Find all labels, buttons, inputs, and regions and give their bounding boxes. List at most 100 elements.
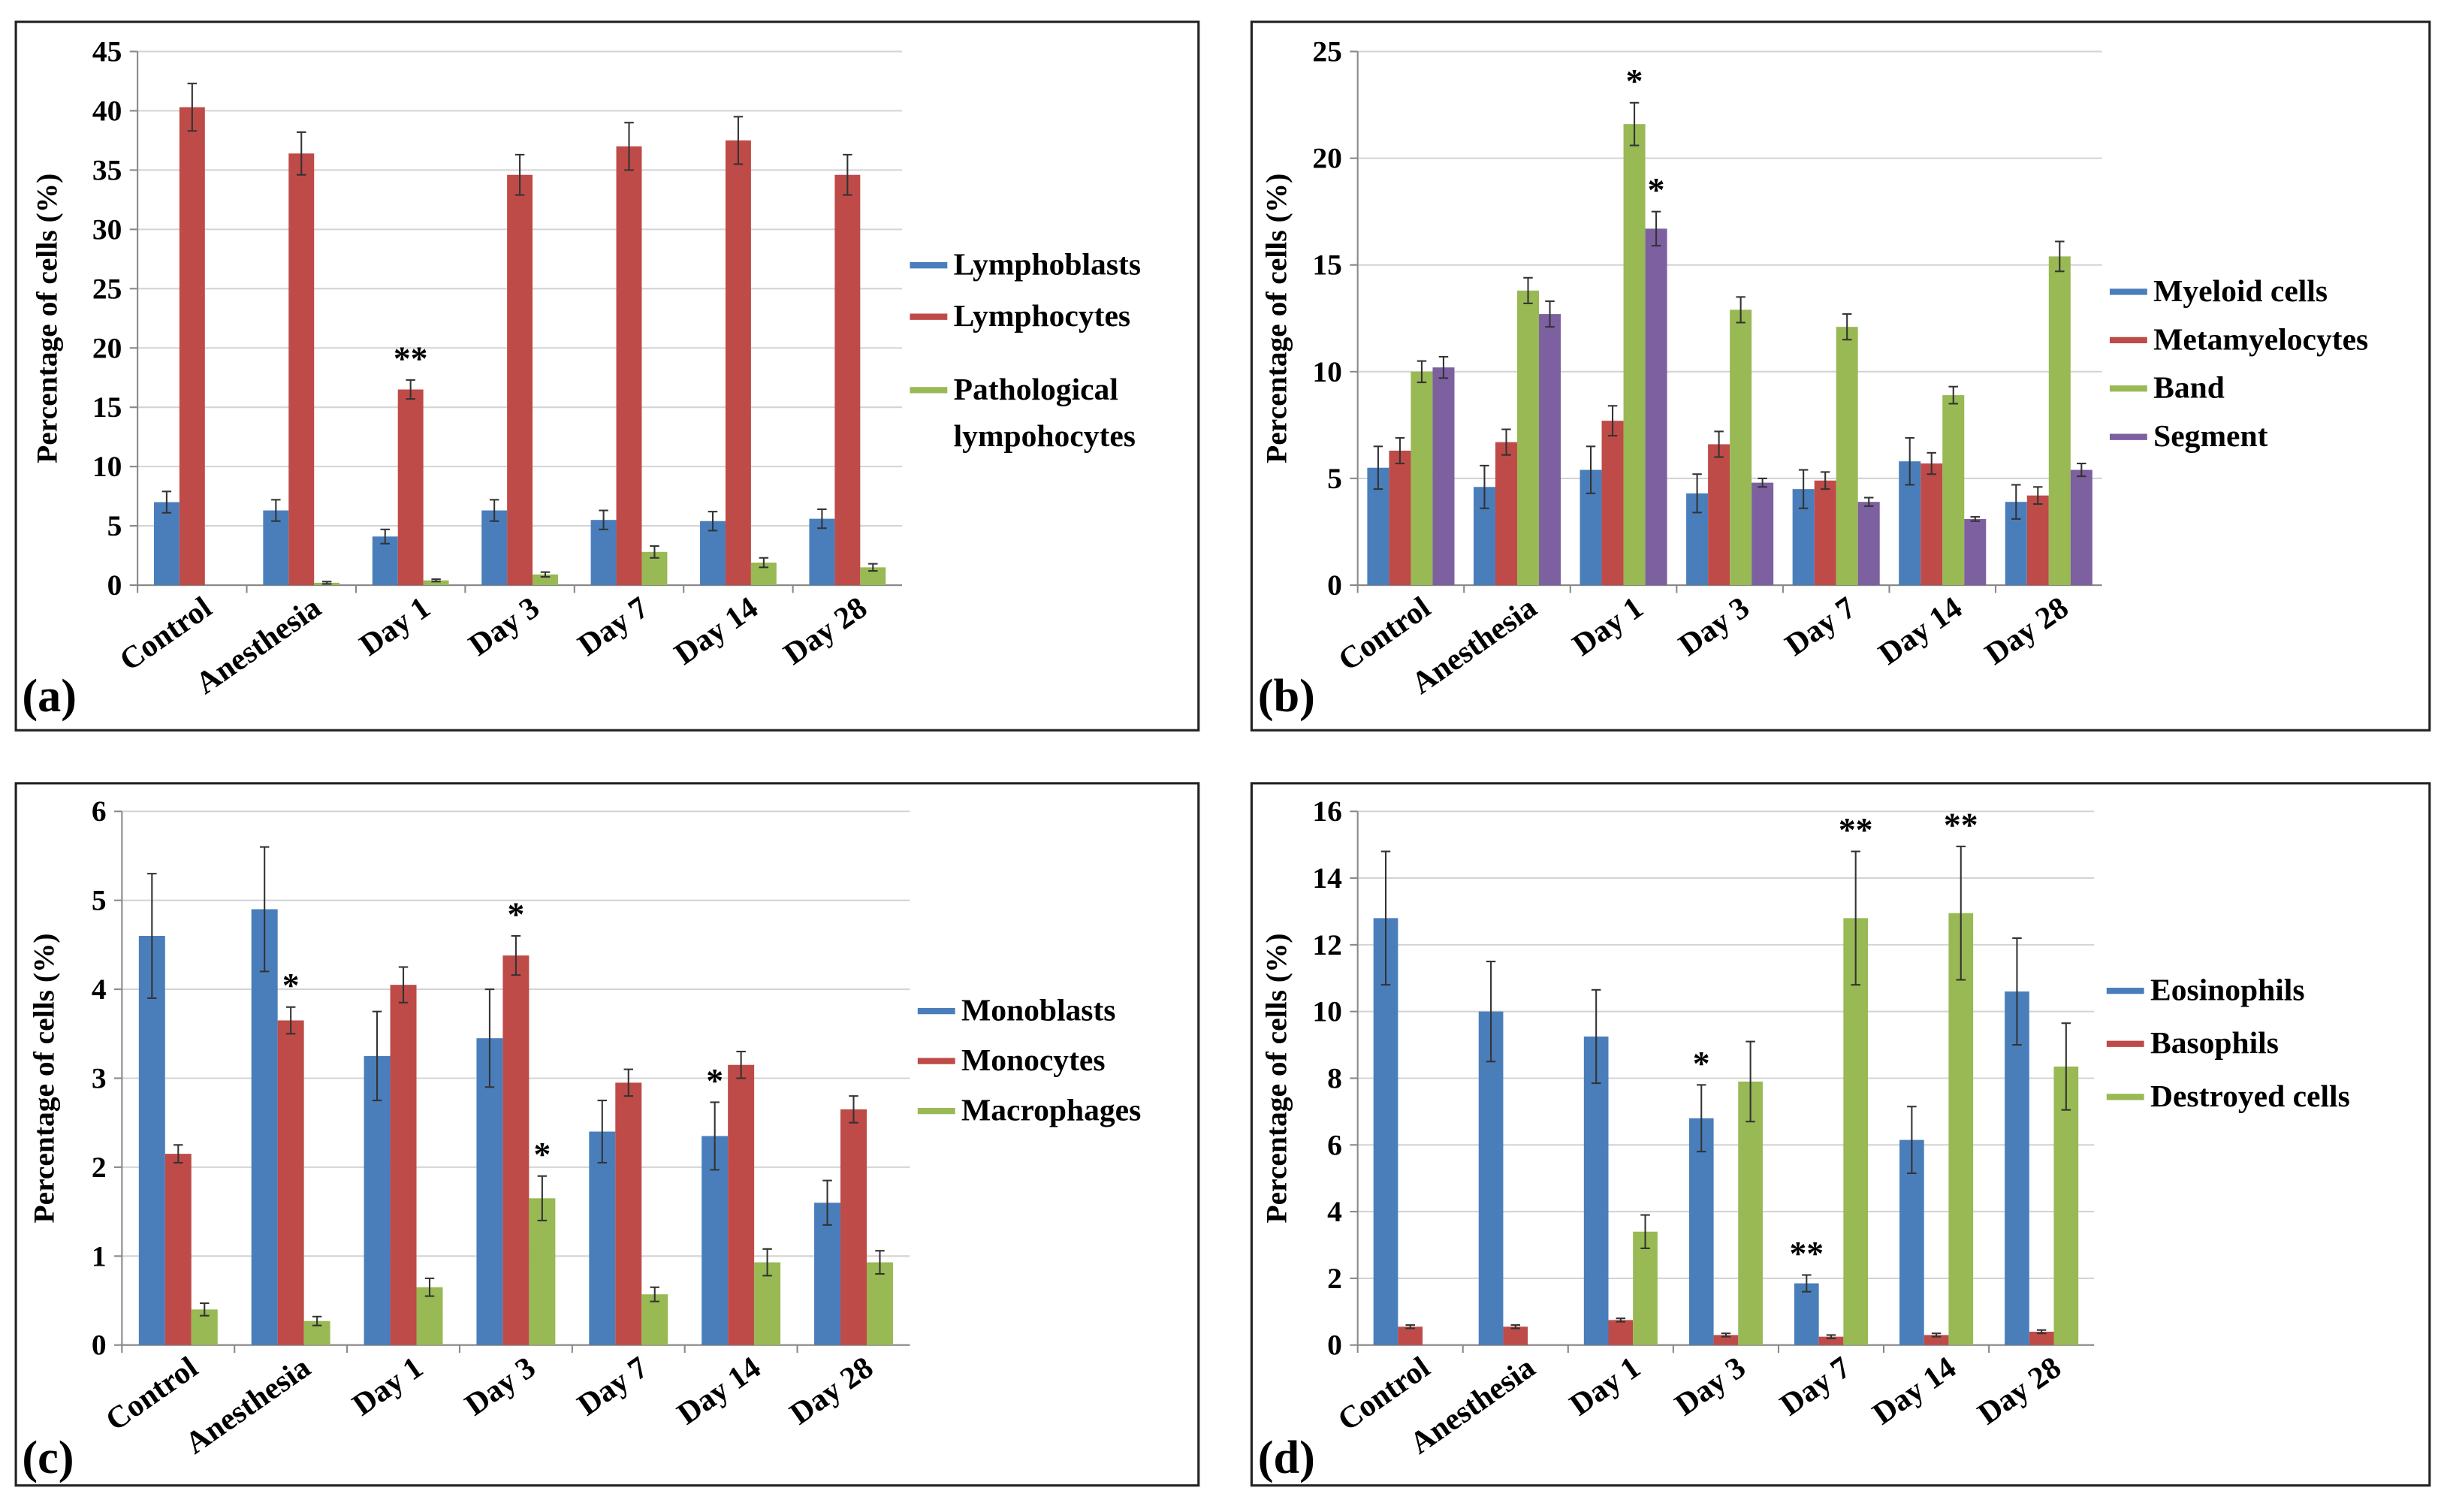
x-tick-label: Day 7	[1779, 590, 1862, 662]
bar	[702, 1136, 729, 1345]
y-tick-label: 15	[1312, 249, 1341, 282]
error-bar	[1851, 850, 1860, 986]
error-bar	[380, 528, 390, 545]
error-bar	[650, 545, 659, 559]
bar	[1389, 450, 1411, 586]
panel-frame	[14, 782, 1200, 1487]
error-bar	[514, 153, 525, 196]
y-tick-label: 4	[1327, 1195, 1342, 1228]
legend-label: Lymphocytes	[953, 299, 1131, 334]
error-bar	[1501, 428, 1511, 456]
bar	[164, 1154, 192, 1345]
x-tick-label: Day 14	[1872, 590, 1969, 671]
y-tick-label: 8	[1327, 1061, 1342, 1094]
error-bar	[1802, 1274, 1812, 1293]
bar	[2029, 1331, 2054, 1345]
y-tick-label: 40	[92, 94, 122, 127]
error-bar	[822, 1179, 832, 1226]
bar	[1857, 502, 1880, 586]
error-bar	[868, 563, 878, 572]
error-bar	[406, 379, 415, 400]
x-tick-label: Day 28	[783, 1350, 880, 1431]
error-bar	[147, 873, 157, 999]
bar	[1713, 1335, 1739, 1345]
bar	[728, 1064, 755, 1345]
annotation: **	[394, 339, 428, 377]
bar	[834, 174, 861, 586]
error-bar	[1405, 1324, 1415, 1329]
y-tick-label: 5	[107, 509, 122, 542]
bar	[533, 574, 558, 586]
error-bar	[1510, 1324, 1521, 1329]
x-tick-label: Day 28	[777, 590, 873, 671]
error-bar	[489, 499, 499, 522]
error-bar	[200, 1302, 210, 1317]
legend-label-box: Macrophages	[961, 1094, 1141, 1128]
error-bar	[1826, 1334, 1836, 1339]
error-bar	[1480, 464, 1489, 509]
bar	[1920, 463, 1943, 586]
bar	[502, 955, 530, 1345]
bar	[1601, 421, 1624, 586]
bar	[2070, 469, 2092, 586]
error-bar	[1970, 516, 1980, 522]
y-tick-label: 5	[92, 884, 107, 917]
error-bar	[624, 122, 634, 171]
y-tick-label: 0	[107, 569, 122, 602]
bar	[615, 1082, 642, 1345]
bar	[372, 536, 398, 586]
x-tick-label: Day 7	[572, 590, 655, 662]
error-bar	[271, 499, 281, 522]
y-tick-label: 10	[92, 450, 122, 483]
bar	[700, 521, 726, 586]
error-bar	[2011, 484, 2021, 520]
error-bar	[762, 1248, 772, 1277]
legend-label-box: Destroyed cells	[2150, 1080, 2350, 1115]
bar	[390, 985, 417, 1345]
x-tick-label: Day 3	[1673, 590, 1756, 662]
annotation: *	[282, 966, 300, 1004]
x-tick-label: Day 3	[463, 590, 546, 662]
error-bar	[650, 1286, 659, 1302]
error-bar	[1758, 477, 1767, 488]
legend-label: Segment	[2153, 419, 2268, 454]
y-tick-label: 45	[92, 35, 122, 68]
bar	[590, 520, 617, 586]
bar	[1608, 1320, 1634, 1345]
error-bar	[540, 571, 551, 578]
error-bar	[1373, 445, 1383, 490]
bar	[507, 174, 533, 586]
error-bar	[1523, 276, 1533, 304]
error-bar	[1640, 1214, 1650, 1249]
error-bar	[2077, 462, 2086, 478]
legend-label: Band	[2153, 371, 2225, 406]
bar	[2005, 991, 2029, 1345]
legend-label-box: Lymphoblasts	[954, 248, 1141, 282]
y-tick-label: 30	[92, 213, 122, 246]
bar	[1730, 309, 1752, 586]
legend-label-box: Segment	[2153, 419, 2268, 454]
x-tick-label: Day 14	[668, 590, 764, 671]
y-tick-label: 20	[1312, 142, 1341, 175]
bar	[476, 1038, 503, 1345]
error-bar	[597, 1100, 608, 1164]
legend-label-box: Pathological lympohocytes	[954, 373, 1136, 454]
error-bar	[1616, 1317, 1626, 1323]
error-bar	[1721, 1332, 1731, 1338]
bar	[1964, 518, 1987, 586]
error-bar	[1931, 1332, 1942, 1338]
y-tick-label: 16	[1312, 795, 1341, 828]
panel-label: (b)	[1258, 670, 1315, 722]
bar	[277, 1020, 304, 1345]
x-tick-label: Control	[99, 1350, 204, 1438]
annotation: *	[706, 1061, 723, 1100]
y-tick-label: 5	[1327, 462, 1342, 495]
error-bar	[1745, 1040, 1755, 1123]
error-bar	[733, 116, 744, 165]
error-bar	[1607, 405, 1618, 437]
bar	[1843, 918, 1869, 1345]
bar	[1503, 1326, 1528, 1345]
x-tick-label: Anesthesia	[179, 1350, 316, 1461]
y-axis-label: Percentage of cells (%)	[31, 174, 64, 463]
